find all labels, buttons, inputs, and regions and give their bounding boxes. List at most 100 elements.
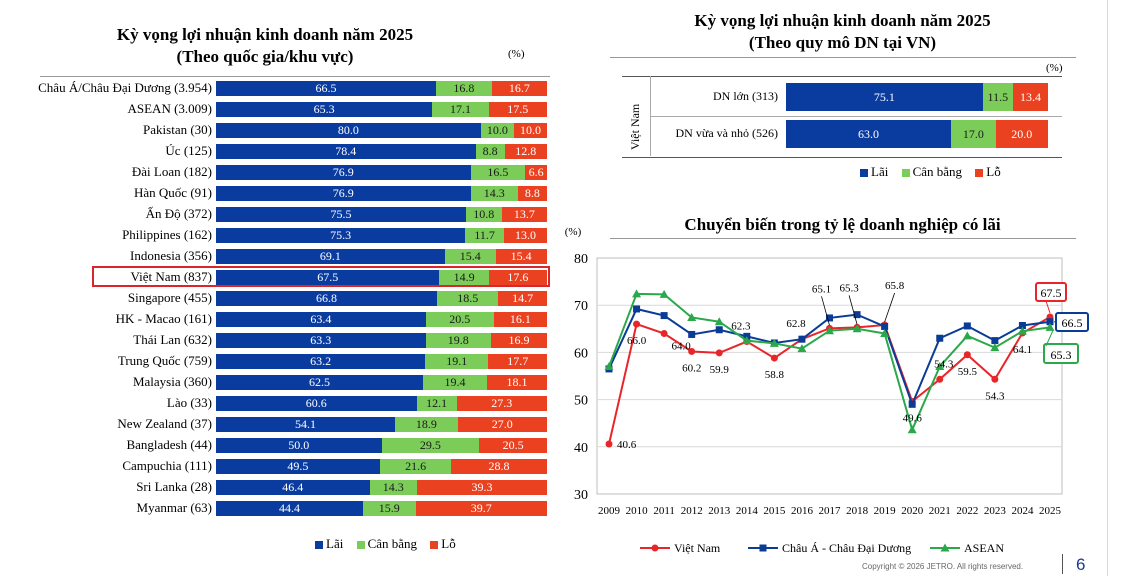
bar-can-bang-dn-lon-313: 11.5 xyxy=(982,83,1013,111)
left-chart-legend: Lãi Cân bằng Lỗ xyxy=(305,536,456,552)
category-label-han-quoc-91: Hàn Quốc (91) xyxy=(134,185,212,200)
bar-lo-hk-macao-161: 16.1 xyxy=(493,312,547,327)
bar-lo-sri-lanka-28: 39.3 xyxy=(416,480,547,495)
bar-lo-indonesia-356: 15.4 xyxy=(495,249,547,264)
legend-swatch-lo xyxy=(430,541,439,550)
bar-lo-new-zealand-37: 27.0 xyxy=(457,417,547,432)
bar-lai-campuchia-111: 49.5 xyxy=(216,459,380,474)
x-tick-2015: 2015 xyxy=(763,505,786,517)
x-tick-2023: 2023 xyxy=(984,505,1007,517)
data-label-2010: 66.0 xyxy=(627,335,647,347)
series-line-chau-a-chau-dai-duong xyxy=(608,307,1051,408)
left-chart-rule xyxy=(40,76,550,77)
category-label-an-do-372: Ấn Độ (372) xyxy=(145,206,212,221)
x-tick-2019: 2019 xyxy=(874,505,897,517)
bar-lo-uc-125: 12.8 xyxy=(504,144,547,159)
category-label-sri-lanka-28: Sri Lanka (28) xyxy=(136,479,212,494)
data-label-2014: 62.3 xyxy=(731,321,751,333)
bar-can-bang-trung-quoc-759: 19.1 xyxy=(425,354,489,369)
marker-asean-2010 xyxy=(632,289,642,298)
bar-lai-an-do-372: 75.5 xyxy=(216,207,466,222)
x-tick-2011: 2011 xyxy=(653,505,675,517)
bar-lai-malaysia-360: 62.5 xyxy=(216,375,423,390)
y-tick-70: 70 xyxy=(574,299,588,314)
data-label-2024: 64.1 xyxy=(1013,344,1032,356)
bar-lai-pakistan-30: 80.0 xyxy=(216,123,481,138)
x-tick-2024: 2024 xyxy=(1011,505,1034,517)
x-tick-2021: 2021 xyxy=(929,505,951,517)
marker-chau-a-chau-dai-duong-2020 xyxy=(908,400,916,408)
marker-asean-2016 xyxy=(797,344,807,353)
leader-line-2019 xyxy=(884,292,896,323)
bar-lai-chau-a-chau-dai-duong-3-954: 66.5 xyxy=(216,81,437,96)
right-top-chart-legend: Lãi Cân bằng Lỗ xyxy=(850,164,1001,180)
y-tick-60: 60 xyxy=(574,346,588,361)
category-label-pakistan-30: Pakistan (30) xyxy=(143,122,212,137)
marker-chau-a-chau-dai-duong-2024 xyxy=(1018,321,1026,329)
bar-can-bang-campuchia-111: 21.6 xyxy=(379,459,452,474)
bar-can-bang-myanmar-63: 15.9 xyxy=(362,501,416,516)
marker-asean-2020 xyxy=(907,425,917,434)
left-chart-title: Kỳ vọng lợi nhuận kinh doanh năm 2025 (T… xyxy=(116,25,414,66)
marker-viet-nam-2013 xyxy=(715,349,723,357)
bar-lai-hk-macao-161: 63.4 xyxy=(216,312,426,327)
bar-lo-asean-3-009: 17.5 xyxy=(488,102,547,117)
legend-label-lo: Lỗ xyxy=(441,536,456,551)
x-tick-2020: 2020 xyxy=(901,505,924,517)
x-tick-2012: 2012 xyxy=(681,505,703,517)
bar-lai-singapore-455: 66.8 xyxy=(216,291,438,306)
bar-can-bang-pakistan-30: 10.0 xyxy=(480,123,514,138)
bar-lai-thai-lan-632: 63.3 xyxy=(216,333,426,348)
line-chart-title: Chuyển biến trong tỷ lệ doanh nghiệp có … xyxy=(684,215,1001,234)
bar-lo-viet-nam-837: 17.6 xyxy=(488,270,547,285)
marker-chau-a-chau-dai-duong-2025 xyxy=(1046,318,1054,326)
marker-asean-2009 xyxy=(604,362,614,371)
bar-can-bang-lao-33: 12.1 xyxy=(416,396,457,411)
bar-lai-dn-lon-313: 75.1 xyxy=(786,83,983,111)
x-tick-2010: 2010 xyxy=(626,505,649,517)
right-top-chart-frame xyxy=(622,76,1062,158)
callout-leader-viet-nam xyxy=(1045,300,1051,314)
callout-leader-asean xyxy=(1045,330,1054,347)
data-label-2021: 54.3 xyxy=(934,358,954,370)
category-label-indonesia-356: Indonesia (356) xyxy=(130,248,212,263)
bar-can-bang-singapore-455: 18.5 xyxy=(437,291,499,306)
bar-can-bang-an-do-372: 10.8 xyxy=(465,207,502,222)
bar-can-bang-hk-macao-161: 20.5 xyxy=(425,312,494,327)
x-tick-2022: 2022 xyxy=(956,505,978,517)
marker-viet-nam-2012 xyxy=(688,347,696,355)
data-label-2018: 65.3 xyxy=(839,282,859,294)
marker-viet-nam-2015 xyxy=(770,354,778,362)
marker-asean-2012 xyxy=(687,312,697,321)
bar-can-bang-sri-lanka-28: 14.3 xyxy=(369,480,417,495)
bar-lo-thai-lan-632: 16.9 xyxy=(491,333,547,348)
category-label-new-zealand-37: New Zealand (37) xyxy=(117,416,212,431)
bar-lai-asean-3-009: 65.3 xyxy=(216,102,433,117)
bar-lo-dn-vua-va-nho-526: 20.0 xyxy=(995,120,1048,148)
y-tick-30: 30 xyxy=(574,488,588,503)
x-tick-2016: 2016 xyxy=(791,505,814,517)
data-label-2023: 54.3 xyxy=(985,390,1005,402)
bar-lo-dai-loan-182: 6.6 xyxy=(525,165,547,180)
data-label-2019: 65.8 xyxy=(885,280,905,292)
bar-lai-sri-lanka-28: 46.4 xyxy=(216,480,370,495)
bar-lai-trung-quoc-759: 63.2 xyxy=(216,354,426,369)
legend-swatch-lai xyxy=(860,169,868,178)
bar-lo-lao-33: 27.3 xyxy=(456,396,547,411)
bar-can-bang-bangladesh-44: 29.5 xyxy=(381,438,480,453)
marker-asean-2018 xyxy=(852,324,862,333)
category-label-thai-lan-632: Thái Lan (632) xyxy=(133,332,212,347)
bar-can-bang-viet-nam-837: 14.9 xyxy=(439,270,489,285)
legend-label-lai: Lãi xyxy=(871,164,889,179)
series-line-asean xyxy=(608,292,1051,433)
copyright-text: Copyright © 2026 JETRO. All rights reser… xyxy=(862,562,1024,571)
marker-chau-a-chau-dai-duong-2022 xyxy=(963,322,971,330)
right-top-chart-unit: (%) xyxy=(1046,62,1063,74)
bar-lo-campuchia-111: 28.8 xyxy=(451,459,547,474)
line-chart-rule xyxy=(610,238,1076,239)
highlight-box-viet-nam xyxy=(92,266,550,287)
legend-marker-viet-nam xyxy=(651,544,659,552)
leader-line-2017 xyxy=(821,296,830,326)
bar-lo-an-do-372: 13.7 xyxy=(501,207,547,222)
marker-asean-2019 xyxy=(880,329,890,338)
